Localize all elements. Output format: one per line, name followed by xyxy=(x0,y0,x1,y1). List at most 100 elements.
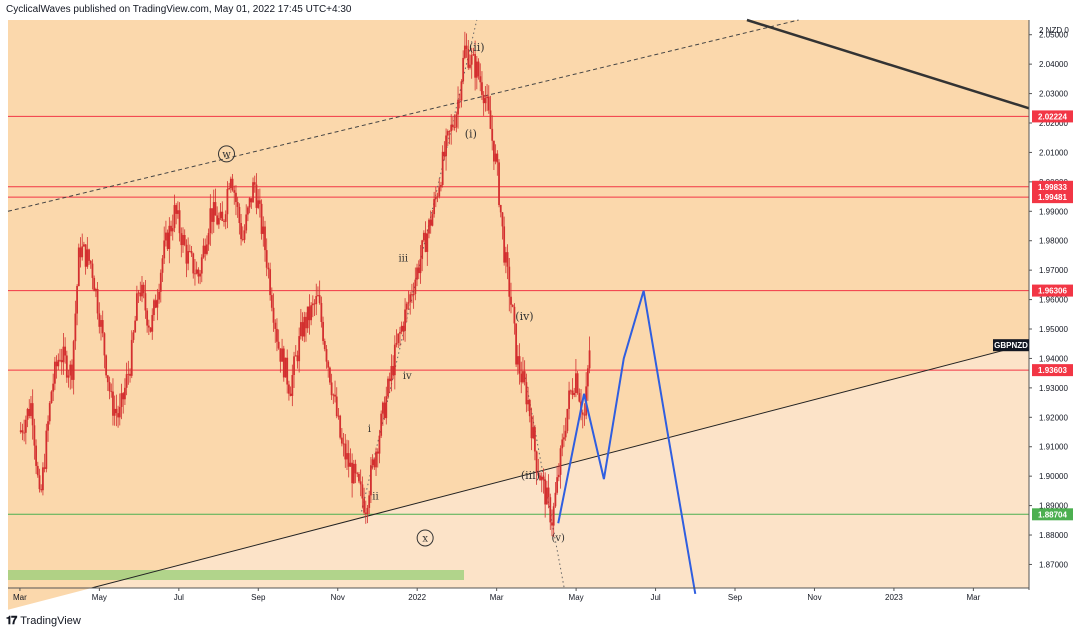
candle-body xyxy=(185,244,188,264)
candle-body xyxy=(50,391,53,404)
channel-line xyxy=(746,18,1030,110)
candle-body xyxy=(88,249,90,261)
candle-body xyxy=(424,232,427,252)
candle-body xyxy=(264,226,266,251)
candle-body xyxy=(192,253,195,274)
candle-body xyxy=(409,294,412,303)
x-tick-label: Mar xyxy=(490,593,504,602)
candle-body xyxy=(416,267,418,280)
candle-body xyxy=(375,451,377,468)
candle-body xyxy=(115,408,118,414)
candle-body xyxy=(322,321,324,342)
candle-body xyxy=(479,76,482,83)
candle-body xyxy=(564,430,567,438)
candle-body xyxy=(294,355,297,357)
candle-body xyxy=(549,497,552,523)
candle-body xyxy=(496,153,499,163)
candle-body xyxy=(583,414,586,416)
candle-body xyxy=(153,300,155,316)
candle-body xyxy=(518,356,521,374)
candle-body xyxy=(445,135,447,157)
candle-body xyxy=(486,96,488,99)
candle-body xyxy=(214,202,217,216)
tradingview-logo[interactable]: 𝟏𝟕 TradingView xyxy=(6,614,81,628)
candle-body xyxy=(537,472,540,476)
candle-body xyxy=(33,425,36,446)
projection-line xyxy=(557,290,697,595)
candle-body xyxy=(458,99,461,101)
candle-body xyxy=(364,512,367,514)
candle-body xyxy=(462,57,465,82)
candle-body xyxy=(515,323,518,365)
candle-body xyxy=(57,359,60,367)
tradingview-logo-text: TradingView xyxy=(20,615,81,627)
candle-body xyxy=(120,393,123,407)
candle-body xyxy=(262,226,265,234)
candle-body xyxy=(385,396,388,419)
candle-body xyxy=(522,371,524,383)
candle-body xyxy=(91,263,94,278)
candle-body xyxy=(378,435,381,454)
candle-body xyxy=(551,522,553,526)
level-price-label: 1.93603 xyxy=(1038,366,1067,375)
tradingview-logo-icon: 𝟏𝟕 xyxy=(6,614,17,627)
candle-body xyxy=(411,294,413,296)
candle-body xyxy=(154,300,157,308)
candle-body xyxy=(498,162,500,205)
candle-body xyxy=(452,124,454,128)
projection-path xyxy=(557,290,697,595)
candle-body xyxy=(127,373,130,375)
candle-body xyxy=(387,378,389,397)
candle-body xyxy=(291,375,294,396)
candle-body xyxy=(503,226,506,263)
candle-body xyxy=(373,459,376,468)
candle-body xyxy=(199,273,201,277)
candle-body xyxy=(165,232,167,241)
candle-body xyxy=(339,415,342,438)
y-tick-label: 1.98000 xyxy=(1039,237,1068,246)
candle-body xyxy=(100,320,102,327)
candle-body xyxy=(194,273,196,275)
wave-label: iv xyxy=(403,371,412,382)
candle-body xyxy=(539,475,541,481)
candle-body xyxy=(156,299,159,308)
candle-body xyxy=(166,232,169,250)
candle-body xyxy=(270,295,273,308)
candle-body xyxy=(74,313,77,342)
candle-body xyxy=(317,295,319,296)
y-tick-label: 1.87000 xyxy=(1039,560,1068,569)
candle-body xyxy=(47,421,49,431)
candle-body xyxy=(282,348,285,378)
candle-body xyxy=(84,244,87,267)
candle-body xyxy=(170,225,172,232)
candle-body xyxy=(89,260,92,264)
candle-body xyxy=(247,207,249,215)
candle-body xyxy=(217,218,220,225)
candle-body xyxy=(313,303,316,305)
candle-body xyxy=(581,412,584,415)
candle-body xyxy=(161,258,164,273)
candle-body xyxy=(137,292,140,294)
candle-body xyxy=(520,373,523,383)
candle-body xyxy=(182,235,184,246)
wave-guide-line xyxy=(361,19,478,512)
candle-body xyxy=(426,233,429,252)
wave-label: ii xyxy=(372,492,378,503)
candle-body xyxy=(284,357,287,378)
candle-body xyxy=(569,390,572,392)
candle-body xyxy=(134,320,137,333)
wave-label: (i) xyxy=(465,128,477,141)
x-tick-label: Jul xyxy=(650,593,660,602)
candle-body xyxy=(308,306,311,321)
level-price-label: 1.96306 xyxy=(1038,287,1067,296)
symbol-tag xyxy=(993,339,1029,352)
candle-body xyxy=(28,409,31,416)
candle-body xyxy=(188,251,191,252)
chart-attribution: CyclicalWaves published on TradingView.c… xyxy=(6,4,352,15)
candle-body xyxy=(55,361,58,367)
candle-body xyxy=(467,48,470,68)
candle-body xyxy=(224,214,227,222)
candle-body xyxy=(23,432,26,434)
candle-body xyxy=(48,403,51,422)
